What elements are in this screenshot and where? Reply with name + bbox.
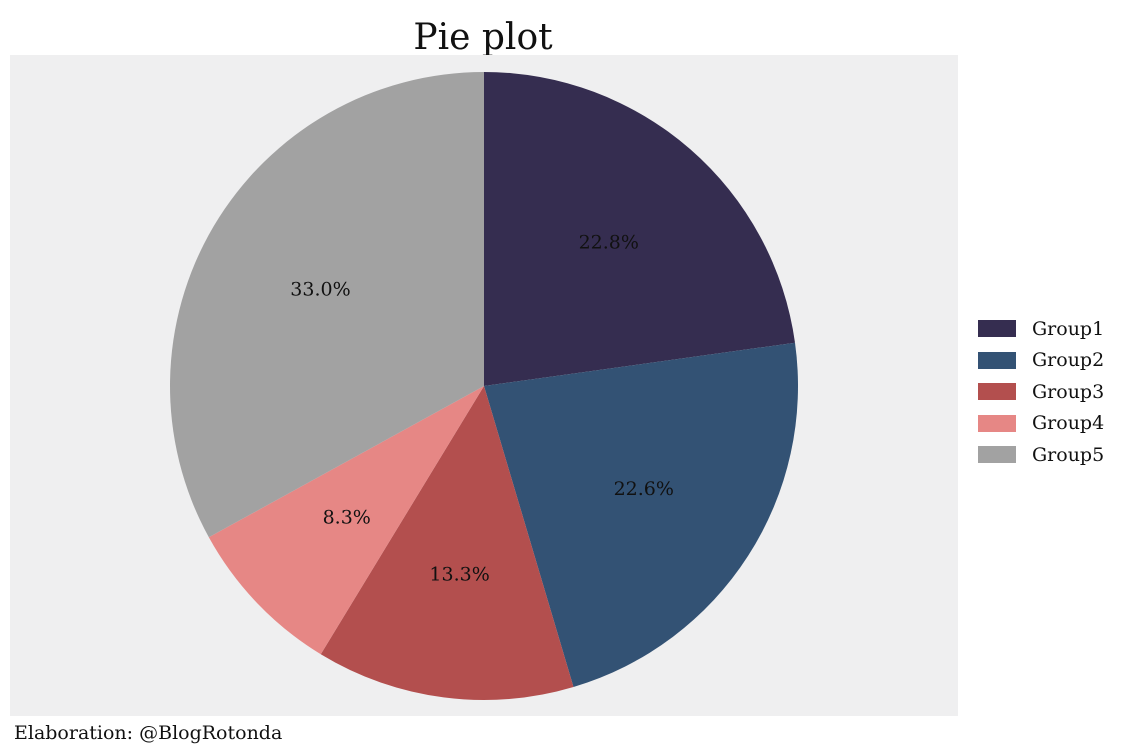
chart-title: Pie plot [413,17,553,58]
slice-label-group2: 22.6% [614,478,674,500]
slice-label-group4: 8.3% [323,506,371,528]
source-caption: Elaboration: @BlogRotonda [14,722,283,744]
legend-swatch [978,351,1016,369]
pie-slice-group3 [320,386,574,700]
legend-label: Group4 [1032,412,1105,435]
pie-slice-group1 [484,72,796,386]
legend-label: Group5 [1032,443,1105,466]
legend-swatch [978,383,1016,401]
slice-label-group5: 33.0% [290,278,350,300]
legend-swatch [978,446,1016,464]
legend-label: Group1 [1032,317,1105,340]
legend-swatch [978,414,1016,432]
pie-slice-group5 [170,72,484,538]
plot-panel: 22.8% 22.6% 13.3% 8.3% 33.0% [10,55,958,716]
legend-swatch [978,320,1016,338]
legend-item-group2: Group2 [978,345,1128,377]
legend-item-group5: Group5 [978,439,1128,471]
pie-slice-group2 [484,342,798,687]
slice-label-group3: 13.3% [429,563,489,585]
pie-slice-group4 [208,386,484,655]
legend-item-group3: Group3 [978,376,1128,408]
legend: Group1 Group2 Group3 Group4 Group5 [978,313,1128,471]
legend-label: Group2 [1032,349,1105,372]
slice-label-group1: 22.8% [579,232,639,254]
legend-item-group4: Group4 [978,408,1128,440]
legend-label: Group3 [1032,380,1105,403]
pie-chart: 22.8% 22.6% 13.3% 8.3% 33.0% [170,72,798,700]
legend-item-group1: Group1 [978,313,1128,345]
